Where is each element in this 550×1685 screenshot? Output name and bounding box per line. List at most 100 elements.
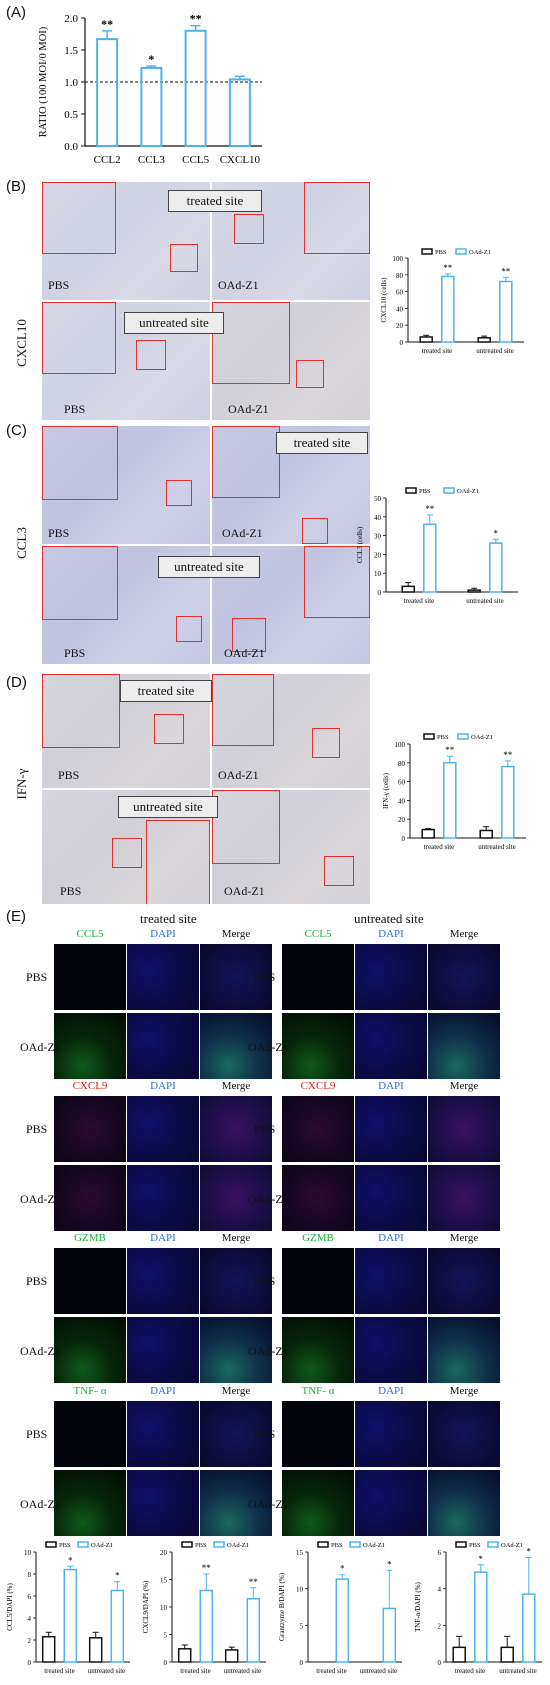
fluorescence-image: [428, 1401, 500, 1467]
channel-title: Merge: [221, 1385, 251, 1397]
row-label-pbs: PBS: [254, 1122, 276, 1136]
bar-oad-z1: [489, 542, 503, 593]
bar-pbs: [41, 1635, 56, 1663]
panel-label-e: (E): [6, 908, 26, 925]
channel-title: Merge: [221, 1232, 251, 1244]
y-tick-label: 80: [396, 272, 404, 280]
fluorescence-image: [200, 1013, 272, 1079]
legend-swatch-pbs: [181, 1541, 193, 1548]
bar-oad-z1: [501, 765, 515, 839]
row-label-oad-z1: OAd-Z1: [248, 1497, 289, 1511]
significance-mark: *: [148, 52, 154, 66]
fluorescence-image: [54, 944, 126, 1010]
fluorescence-image: [200, 1248, 272, 1314]
zoom-inset: [304, 546, 370, 618]
fluorescence-image: [127, 944, 199, 1010]
fluorescence-image: [54, 1096, 126, 1162]
row-label-pbs: PBS: [254, 1274, 276, 1288]
channel-title: DAPI: [150, 928, 176, 940]
zoom-inset: [42, 674, 120, 748]
legend-label-pbs: PBS: [59, 1542, 71, 1549]
fluorescence-image: [200, 1096, 272, 1162]
zoom-region: [234, 214, 264, 244]
panel-label-c: (C): [6, 422, 27, 439]
bar-oad-z1: [474, 1571, 488, 1663]
fluorescence-image: [54, 1165, 126, 1231]
significance-mark: **: [501, 266, 511, 276]
significance-mark: *: [115, 1571, 120, 1581]
channel-title: Merge: [449, 1385, 479, 1397]
significance-mark: **: [101, 17, 113, 31]
untreated-site-tag: untreated site: [118, 796, 218, 818]
legend-label-pbs: PBS: [437, 734, 449, 741]
row-label-pbs: PBS: [254, 1427, 276, 1441]
row-label-oad-z1: OAd-Z1: [20, 1192, 61, 1206]
x-tick-label: untreated site: [476, 347, 514, 355]
y-tick-label: 20: [396, 322, 404, 330]
significance-mark: **: [249, 1577, 258, 1587]
legend-swatch-pbs: [405, 487, 417, 494]
zoom-region: [136, 340, 166, 370]
chart-b: 0 20 40 60 80 100 CXCL10 (cells) PBS OAd-Z1 ** tre…: [380, 248, 524, 355]
y-tick-label: 80: [398, 760, 406, 768]
fluorescence-image: [127, 1013, 199, 1079]
label-pbs: PBS: [48, 278, 70, 292]
zoom-inset: [212, 302, 290, 384]
fluorescence-image: [282, 1401, 354, 1467]
zoom-inset: [42, 426, 118, 500]
x-tick-label: treated site: [404, 597, 435, 605]
legend-swatch-pbs: [455, 1541, 467, 1548]
y-tick-label: 2.0: [64, 13, 78, 25]
y-tick-label: 20: [374, 551, 382, 559]
zoom-region: [232, 618, 266, 652]
legend-swatch-pbs: [45, 1541, 57, 1548]
channel-title: CXCL9: [72, 1080, 108, 1092]
x-tick-label: untreated site: [88, 1667, 126, 1675]
bar-ccl3: [140, 66, 163, 147]
bar-ccl5: [184, 29, 207, 147]
fluorescence-image: [355, 1165, 427, 1231]
y-axis-label: IFN-γ (cells): [382, 772, 390, 809]
row-label-pbs: PBS: [254, 970, 276, 984]
untreated-site-tag: untreated site: [124, 312, 224, 334]
y-tick-label: 0.5: [64, 109, 78, 121]
fluorescence-image: [428, 944, 500, 1010]
bar-pbs: [477, 337, 491, 343]
section-e-untreated-title: untreated site: [354, 911, 424, 926]
y-tick-label: 2: [28, 1637, 32, 1645]
x-tick-label: CCL3: [138, 154, 165, 166]
fluorescence-image: [282, 1470, 354, 1536]
row-label-pbs: PBS: [26, 970, 48, 984]
channel-title: CXCL9: [300, 1080, 336, 1092]
panel-label-a: (A): [6, 4, 26, 21]
zoom-region: [302, 518, 328, 544]
legend-swatch-oad-z1: [77, 1541, 89, 1548]
chart-e-cxcl9: 0 5 10 15 20 CXCL9/DAPI (%) PBS OAd-Z1 ** treated…: [142, 1541, 266, 1675]
x-tick-label: treated site: [424, 843, 455, 851]
zoom-inset: [212, 674, 274, 746]
fluorescence-image: [200, 1165, 272, 1231]
fluorescence-image: [282, 1165, 354, 1231]
label-pbs: PBS: [60, 884, 82, 898]
label-oad-z1: OAd-Z1: [228, 402, 269, 416]
bar-oad-z1: [441, 275, 455, 343]
significance-mark: *: [387, 1559, 392, 1569]
section-e-treated-title: treated site: [140, 911, 197, 926]
bar-cxcl10: [228, 78, 251, 147]
y-tick-label: 6: [28, 1593, 32, 1601]
significance-mark: **: [425, 504, 435, 514]
y-tick-label: 5: [300, 1622, 304, 1630]
legend-swatch-oad-z1: [487, 1541, 499, 1548]
y-tick-label: 40: [396, 305, 404, 313]
x-tick-label: untreated site: [466, 597, 504, 605]
fluorescence-image: [355, 1401, 427, 1467]
zoom-region: [176, 616, 202, 642]
x-tick-label: CXCL10: [220, 154, 261, 166]
y-tick-label: 10: [24, 1549, 32, 1557]
row-label-oad-z1: OAd-Z1: [248, 1040, 289, 1054]
legend-swatch-oad-z1: [455, 248, 467, 255]
fluorescence-image: [127, 1470, 199, 1536]
fluorescence-image: [127, 1165, 199, 1231]
micrograph-d-oad-treated: OAd-Z1: [212, 674, 370, 788]
zoom-region: [170, 244, 198, 272]
